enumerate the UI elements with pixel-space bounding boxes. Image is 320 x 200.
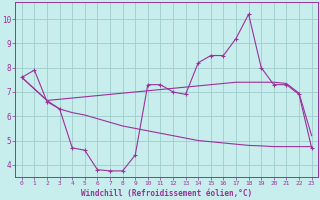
- X-axis label: Windchill (Refroidissement éolien,°C): Windchill (Refroidissement éolien,°C): [81, 189, 252, 198]
